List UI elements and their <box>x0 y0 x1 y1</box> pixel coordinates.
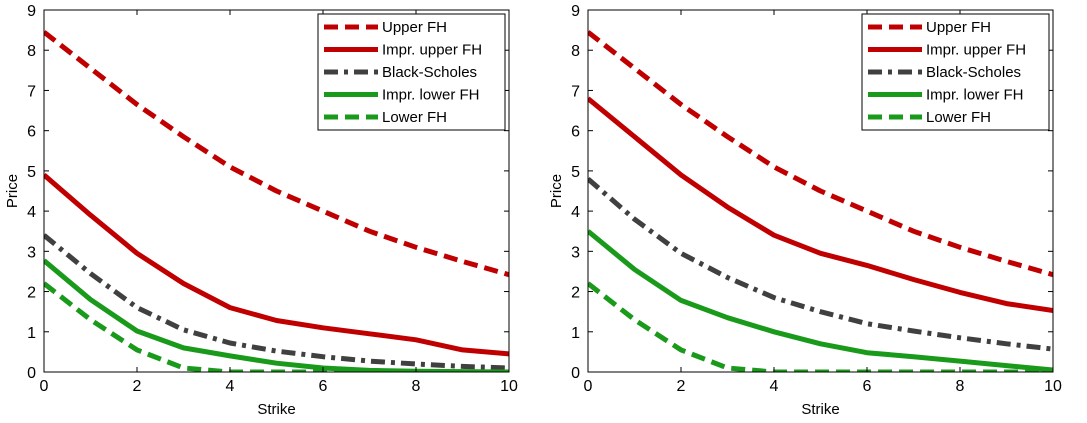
y-tick-label: 1 <box>27 325 36 342</box>
x-axis-label: Strike <box>257 401 295 418</box>
legend-label: Impr. upper FH <box>926 42 1026 59</box>
series-line-2 <box>44 233 509 371</box>
series-line-2 <box>588 177 1053 352</box>
x-tick-label: 2 <box>133 378 142 395</box>
y-tick-label: 8 <box>27 43 36 60</box>
series-line-3 <box>588 229 1053 372</box>
y-tick-label: 9 <box>27 3 36 20</box>
series-line-4 <box>588 281 1053 372</box>
y-tick-label: 3 <box>571 244 580 261</box>
left-chart: 0 2 4 6 8 10 0 1 2 3 4 5 6 7 8 9 Strike Price Upper FH Impr… <box>4 3 518 418</box>
x-tick-label: 0 <box>40 378 49 395</box>
legend-label: Upper FH <box>382 19 447 36</box>
y-tick-label: 1 <box>571 325 580 342</box>
y-tick-label: 4 <box>27 204 36 221</box>
x-tick-label: 10 <box>500 378 518 395</box>
y-tick-label: 2 <box>27 285 36 302</box>
y-tick-label: 4 <box>571 204 580 221</box>
legend-label: Lower FH <box>926 109 991 126</box>
series-line-0 <box>44 30 509 278</box>
y-tick-label: 5 <box>27 164 36 181</box>
x-tick-label: 6 <box>319 378 328 395</box>
legend-label: Black-Scholes <box>382 64 477 81</box>
y-axis-label: Price <box>548 174 565 208</box>
y-axis-label: Price <box>4 174 21 208</box>
legend-box <box>861 13 1050 131</box>
axes-frame <box>587 9 1054 373</box>
legend-label: Black-Scholes <box>926 64 1021 81</box>
legend-label: Lower FH <box>382 109 447 126</box>
y-tick-label: 6 <box>27 124 36 141</box>
y-tick-label: 6 <box>571 124 580 141</box>
x-tick-label: 6 <box>863 378 872 395</box>
series-line-4 <box>44 281 509 372</box>
x-tick-label: 4 <box>226 378 235 395</box>
plot-area <box>588 30 1053 372</box>
series-line-1 <box>44 173 509 357</box>
y-tick-label: 3 <box>27 244 36 261</box>
x-tick-label: 0 <box>584 378 593 395</box>
x-tick-label: 2 <box>677 378 686 395</box>
right-chart: 0 2 4 6 8 10 0 1 2 3 4 5 6 7 8 9 Strike Price Upper FH Impr… <box>548 3 1062 418</box>
legend-box <box>317 13 506 131</box>
y-tick-label: 0 <box>571 365 580 382</box>
y-tick-label: 7 <box>571 83 580 100</box>
y-tick-label: 5 <box>571 164 580 181</box>
x-tick-label: 8 <box>956 378 965 395</box>
axes-frame <box>43 9 510 373</box>
x-tick-label: 8 <box>412 378 421 395</box>
x-tick-label: 4 <box>770 378 779 395</box>
series-line-0 <box>588 30 1053 278</box>
plot-area <box>44 30 509 372</box>
y-tick-label: 2 <box>571 285 580 302</box>
legend-label: Impr. lower FH <box>926 87 1024 104</box>
series-line-3 <box>44 258 509 372</box>
legend-label: Impr. lower FH <box>382 87 480 104</box>
y-tick-label: 9 <box>571 3 580 20</box>
y-tick-label: 7 <box>27 83 36 100</box>
legend: Upper FH Impr. upper FH Black-Scholes Impr.… <box>317 13 506 131</box>
series-line-1 <box>588 96 1053 313</box>
x-tick-label: 10 <box>1044 378 1062 395</box>
legend-label: Impr. upper FH <box>382 42 482 59</box>
legend: Upper FH Impr. upper FH Black-Scholes Impr.… <box>861 13 1050 131</box>
y-tick-label: 0 <box>27 365 36 382</box>
y-tick-label: 8 <box>571 43 580 60</box>
x-axis-label: Strike <box>801 401 839 418</box>
legend-label: Upper FH <box>926 19 991 36</box>
